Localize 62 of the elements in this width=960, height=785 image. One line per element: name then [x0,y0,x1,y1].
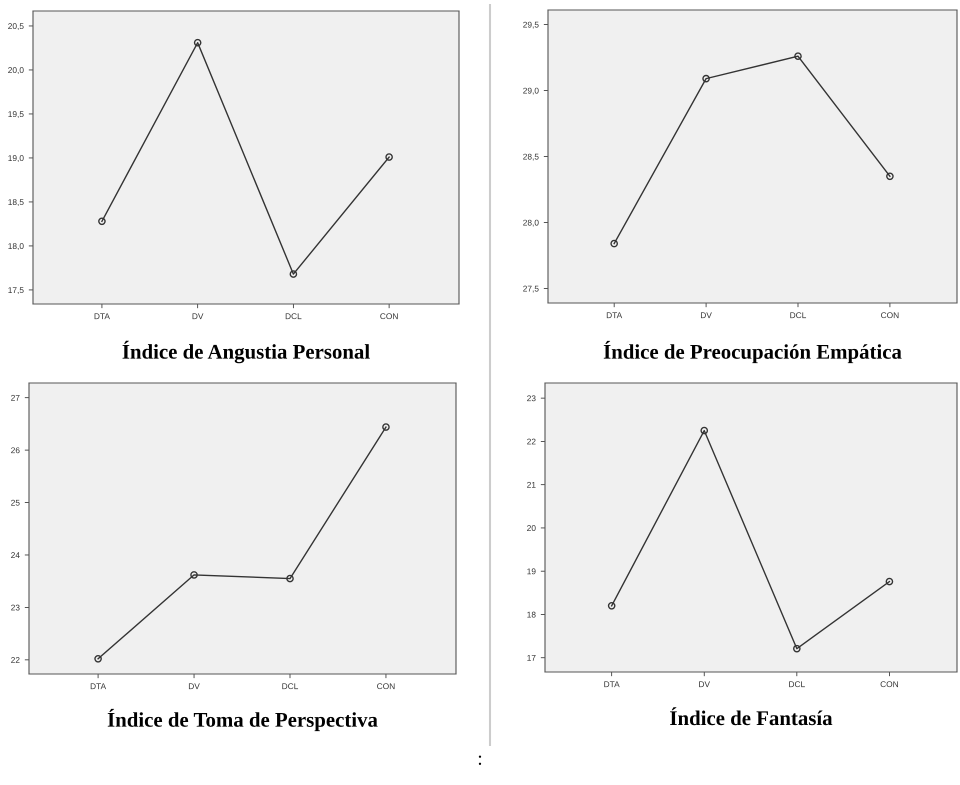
y-tick-label: 27 [11,394,20,401]
x-tick-label: DV [699,681,710,688]
point [886,172,894,180]
y-tick-label: 20,5 [8,23,24,30]
point [702,74,710,82]
y-tick-label: 29,5 [523,22,539,29]
y-tick-label: 25 [11,500,20,506]
x-tick-label: DV [188,683,200,690]
x-tick-label: DCL [286,313,302,320]
text: Índice de Angustia Personal [122,340,370,364]
y-tick-label: 23 [11,604,20,611]
point [700,426,708,434]
x-tick-label: DTA [606,312,622,318]
y-tick-label: 24 [11,552,20,558]
point [886,578,894,586]
text: Índice de Toma de Perspectiva [108,708,378,732]
point [793,644,801,652]
y-tick-label: 23 [527,395,536,402]
y-tick-label: 20 [527,525,536,532]
text: : [478,756,482,765]
x-tick-label: CON [881,312,898,318]
x-tick-label: DTA [90,683,106,690]
point [190,571,198,579]
y-tick-label: 28,5 [523,154,539,161]
y-tick-label: 18 [527,612,536,618]
y-tick-label: 29,0 [523,88,539,95]
y-tick-label: 19,0 [8,155,24,162]
x-tick-label: DTA [94,313,110,320]
point [290,270,298,278]
point [608,602,616,610]
x-tick-label: CON [377,683,395,690]
point [610,240,618,248]
x-tick-label: DTA [604,681,620,688]
y-tick-label: 21 [527,482,536,488]
x-tick-label: CON [380,313,398,320]
point [286,574,294,582]
x-tick-label: DCL [789,681,805,688]
y-tick-label: 20,0 [8,67,24,74]
y-tick-label: 27,5 [523,286,539,293]
y-tick-label: 19 [527,568,536,574]
point [94,654,102,663]
text: Índice de Preocupación Empática [604,340,902,364]
x-tick-label: CON [880,681,898,688]
x-tick-label: DV [192,313,204,320]
point [382,423,390,431]
x-tick-label: DV [700,312,712,318]
y-tick-label: 28,0 [523,220,539,227]
y-tick-label: 18,0 [8,243,24,250]
y-tick-label: 22 [527,438,536,444]
y-tick-label: 17,5 [8,287,24,294]
x-tick-label: DCL [282,683,298,690]
point [794,52,802,60]
x-tick-label: DCL [790,312,806,318]
text: Índice de Fantasía [670,707,832,726]
point [385,153,393,161]
y-tick-label: 17 [527,655,536,661]
point [194,38,202,46]
y-tick-label: 19,5 [8,111,24,118]
y-tick-label: 26 [11,447,20,454]
y-tick-label: 18,5 [8,199,24,206]
y-tick-label: 22 [11,657,20,663]
point [98,217,106,226]
